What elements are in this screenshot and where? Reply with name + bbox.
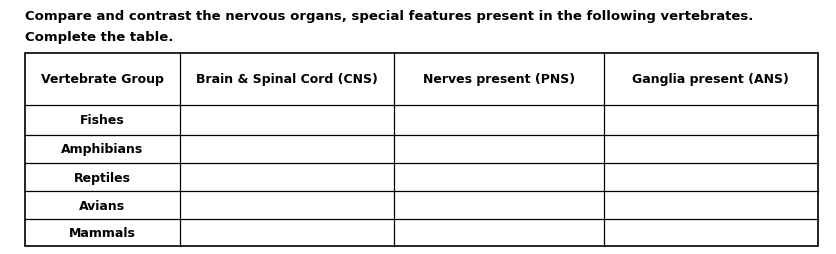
Text: Avians: Avians [79,199,125,212]
Text: Vertebrate Group: Vertebrate Group [41,73,164,86]
Text: Compare and contrast the nervous organs, special features present in the followi: Compare and contrast the nervous organs,… [25,10,753,23]
Text: Nerves present (PNS): Nerves present (PNS) [422,73,574,86]
Bar [25,53,818,246]
Text: Ganglia present (ANS): Ganglia present (ANS) [632,73,789,86]
Text: Fishes: Fishes [80,114,125,127]
Text: Mammals: Mammals [69,226,135,239]
Text: Reptiles: Reptiles [74,171,131,184]
Text: Amphibians: Amphibians [61,143,144,156]
Text: Brain & Spinal Cord (CNS): Brain & Spinal Cord (CNS) [196,73,378,86]
Text: Complete the table.: Complete the table. [25,30,173,43]
